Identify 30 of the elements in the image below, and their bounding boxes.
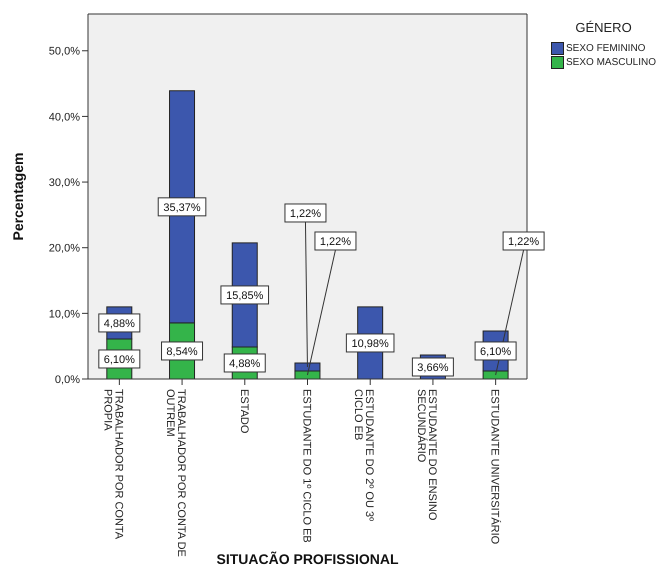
data-label: 1,22%: [508, 236, 540, 248]
x-tick-label: ESTUDANTE DO 2º OU 3º CICLO EB: [352, 389, 376, 522]
y-tick-label: 10,0%: [48, 308, 80, 320]
x-tick-label: ESTUDANTE DO ENSINO SECUNDÁRIO: [414, 389, 438, 521]
x-axis-title: SITUACÃO PROFISSIONAL: [216, 551, 399, 567]
legend-label: SEXO FEMININO: [566, 42, 646, 54]
x-tick-label: TRABALHADOR POR CONTA DE OUTREM: [164, 389, 188, 557]
x-tick-label: ESTUDANTE DO 1º CICLO EB: [300, 389, 312, 543]
legend-label: SEXO MASCULINO: [566, 56, 656, 68]
data-label: 1,22%: [290, 208, 322, 220]
legend-title: GÉNERO: [574, 20, 633, 35]
data-label: 10,98%: [352, 338, 390, 350]
x-tick-label: ESTADO: [238, 389, 250, 434]
data-label: 4,88%: [104, 318, 136, 330]
data-label: 15,85%: [226, 290, 264, 302]
x-tick-label: TRABALHADOR POR CONTA PROPIA: [101, 389, 124, 540]
y-tick-label: 30,0%: [48, 176, 80, 189]
data-label: 3,66%: [417, 362, 449, 374]
y-tick-label: 0,0%: [54, 374, 80, 386]
data-label: 35,37%: [163, 202, 201, 214]
data-label: 4,88%: [229, 358, 261, 370]
data-label: 1,22%: [320, 236, 352, 248]
data-label: 6,10%: [104, 354, 136, 366]
x-tick-label: ESTUDANTE UNIVERSITÁRIO: [488, 389, 502, 545]
y-tick-label: 20,0%: [48, 242, 80, 255]
y-tick-label: 50,0%: [48, 46, 80, 58]
data-label: 8,54%: [166, 346, 198, 358]
y-tick-label: 40,0%: [48, 111, 80, 124]
data-label: 6,10%: [480, 346, 512, 358]
y-axis-title: Percentagem: [10, 152, 26, 240]
